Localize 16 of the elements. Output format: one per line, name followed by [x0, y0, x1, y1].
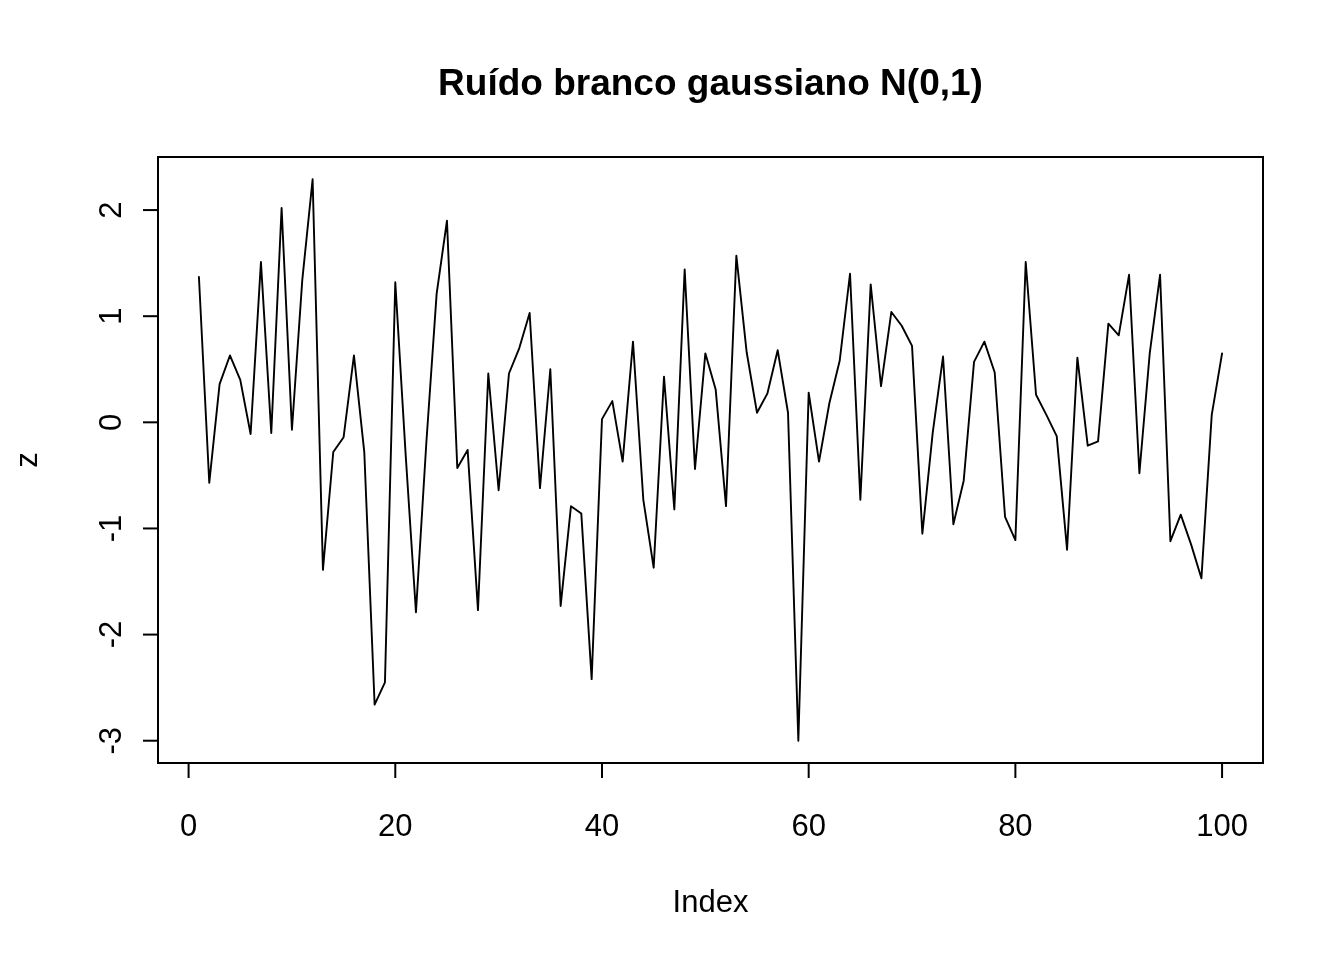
- y-tick-label: -1: [93, 514, 128, 543]
- x-axis-title: Index: [672, 884, 749, 919]
- y-tick-label: 2: [93, 201, 128, 219]
- x-tick-label: 20: [378, 808, 413, 843]
- y-tick-label: -2: [93, 620, 128, 649]
- y-tick-label: 0: [93, 413, 128, 431]
- y-axis-title: z: [9, 452, 44, 468]
- x-tick-label: 0: [179, 808, 198, 843]
- y-tick-label: -3: [93, 726, 128, 755]
- chart-title: Ruído branco gaussiano N(0,1): [438, 62, 983, 103]
- x-tick-label: 80: [998, 808, 1033, 843]
- x-tick-label: 100: [1196, 808, 1248, 843]
- x-tick-label: 60: [791, 808, 826, 843]
- x-tick-label: 40: [584, 808, 620, 843]
- y-tick-label: 1: [93, 307, 128, 325]
- line-series: [197, 178, 1224, 742]
